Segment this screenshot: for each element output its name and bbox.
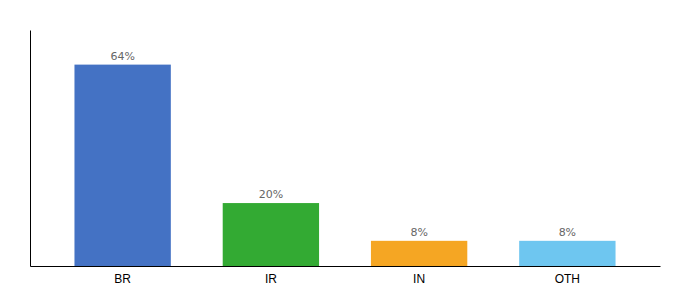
y-axis	[30, 31, 31, 267]
data-label: 64%	[110, 50, 134, 63]
x-tick-label: OTH	[555, 272, 580, 286]
plot-area: 64% 20% 8% 8% BR IR IN OTH	[31, 31, 661, 286]
bars	[74, 65, 615, 266]
x-tick: IN	[413, 266, 425, 286]
y-axis-line	[30, 31, 31, 267]
bar	[371, 241, 467, 266]
x-axis: BR IR IN OTH	[31, 266, 661, 286]
data-label: 8%	[410, 226, 427, 239]
data-label: 20%	[259, 188, 283, 201]
x-tick-label: IN	[413, 272, 425, 286]
bar	[74, 65, 170, 266]
bar	[519, 241, 615, 266]
x-tick: OTH	[555, 266, 580, 286]
chart-container: 64% 20% 8% 8% BR IR IN OTH	[0, 0, 680, 300]
bar	[223, 203, 319, 266]
x-tick-label: IR	[265, 272, 277, 286]
chart-svg: 64% 20% 8% 8% BR IR IN OTH	[0, 0, 680, 300]
x-axis-line	[31, 266, 661, 267]
x-tick: BR	[114, 266, 131, 286]
data-labels: 64% 20% 8% 8%	[110, 50, 576, 239]
x-tick-label: BR	[114, 272, 131, 286]
x-tick: IR	[265, 266, 277, 286]
data-label: 8%	[559, 226, 576, 239]
